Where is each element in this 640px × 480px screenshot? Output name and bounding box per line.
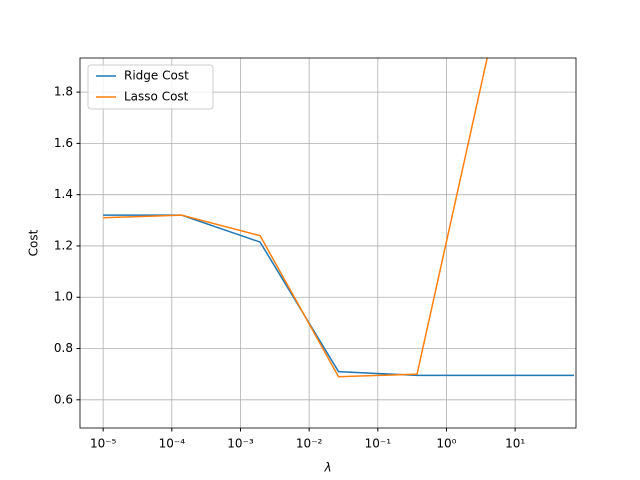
y-tick-label: 1.4 bbox=[54, 187, 73, 201]
legend-label: Ridge Cost bbox=[124, 69, 189, 83]
legend-label: Lasso Cost bbox=[124, 90, 189, 104]
axes-frame bbox=[79, 57, 577, 429]
x-tick-label: 10⁻⁵ bbox=[90, 437, 117, 451]
x-tick-label: 10⁻¹ bbox=[365, 437, 392, 451]
x-axis-label: λ bbox=[323, 461, 331, 475]
line-series bbox=[103, 58, 488, 378]
x-tick-label: 10⁻³ bbox=[227, 437, 254, 451]
plot-area bbox=[103, 58, 574, 378]
y-tick-label: 1.8 bbox=[54, 85, 73, 99]
y-tick-label: 1.0 bbox=[54, 290, 73, 304]
x-tick-label: 10⁻⁴ bbox=[159, 437, 186, 451]
y-axis-label: Cost bbox=[27, 229, 41, 256]
y-tick-label: 0.8 bbox=[54, 341, 73, 355]
x-tick-label: 10⁰ bbox=[436, 437, 456, 451]
x-tick-label: 10¹ bbox=[505, 437, 525, 451]
legend-box bbox=[87, 64, 214, 110]
x-tick-label: 10⁻² bbox=[296, 437, 323, 451]
y-tick-label: 0.6 bbox=[54, 392, 73, 406]
y-tick-label: 1.2 bbox=[54, 238, 73, 252]
y-tick-label: 1.6 bbox=[54, 136, 73, 150]
